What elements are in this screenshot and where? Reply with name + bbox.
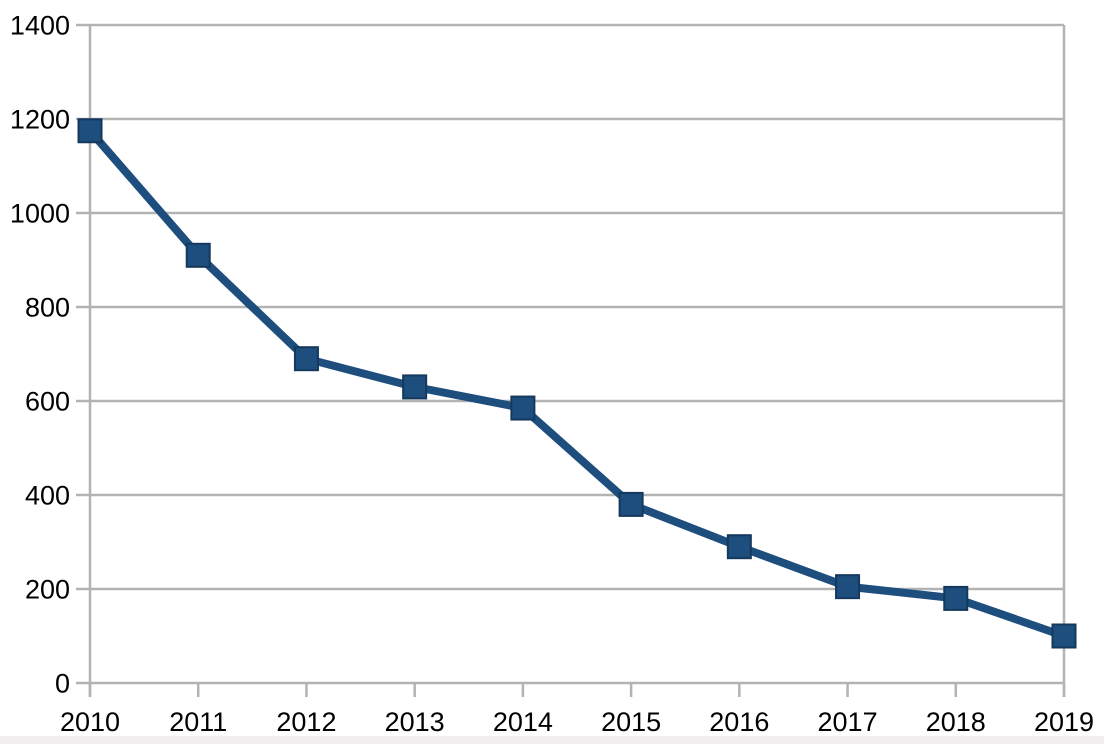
data-point-marker	[1051, 623, 1077, 649]
data-point-marker	[77, 118, 103, 144]
x-tick-label: 2015	[601, 707, 661, 737]
x-tick-label: 2016	[709, 707, 769, 737]
ticks-group	[76, 23, 1066, 697]
x-tick-label: 2010	[60, 707, 120, 737]
x-tick-label: 2018	[926, 707, 986, 737]
x-tick-label: 2017	[818, 707, 878, 737]
x-tick-label: 2012	[276, 707, 336, 737]
data-point-marker	[835, 574, 861, 600]
y-tick-label: 0	[55, 669, 70, 699]
axis-labels-group: 0 200 400 600 800 1000 1200 1400 2010 2011 2012 201…	[10, 11, 1094, 738]
y-tick-label: 600	[25, 387, 70, 417]
y-tick-label: 800	[25, 293, 70, 323]
y-tick-label: 400	[25, 481, 70, 511]
y-tick-label: 1400	[10, 11, 70, 41]
y-tick-label: 1200	[10, 105, 70, 135]
data-point-marker	[943, 585, 969, 611]
data-point-marker	[510, 395, 536, 421]
bottom-edge-strip	[0, 736, 1104, 744]
x-tick-label: 2014	[493, 707, 553, 737]
data-point-marker	[726, 534, 752, 560]
series-group	[77, 118, 1077, 649]
data-point-marker	[402, 374, 428, 400]
y-tick-label: 1000	[10, 199, 70, 229]
y-tick-label: 200	[25, 575, 70, 605]
data-point-marker	[185, 242, 211, 268]
gridlines-group	[90, 23, 1064, 685]
x-tick-label: 2019	[1034, 707, 1094, 737]
data-point-marker	[293, 346, 319, 372]
x-tick-label: 2013	[385, 707, 445, 737]
x-tick-label: 2011	[169, 707, 227, 737]
series-line	[86, 128, 1066, 640]
data-point-marker	[618, 491, 644, 517]
